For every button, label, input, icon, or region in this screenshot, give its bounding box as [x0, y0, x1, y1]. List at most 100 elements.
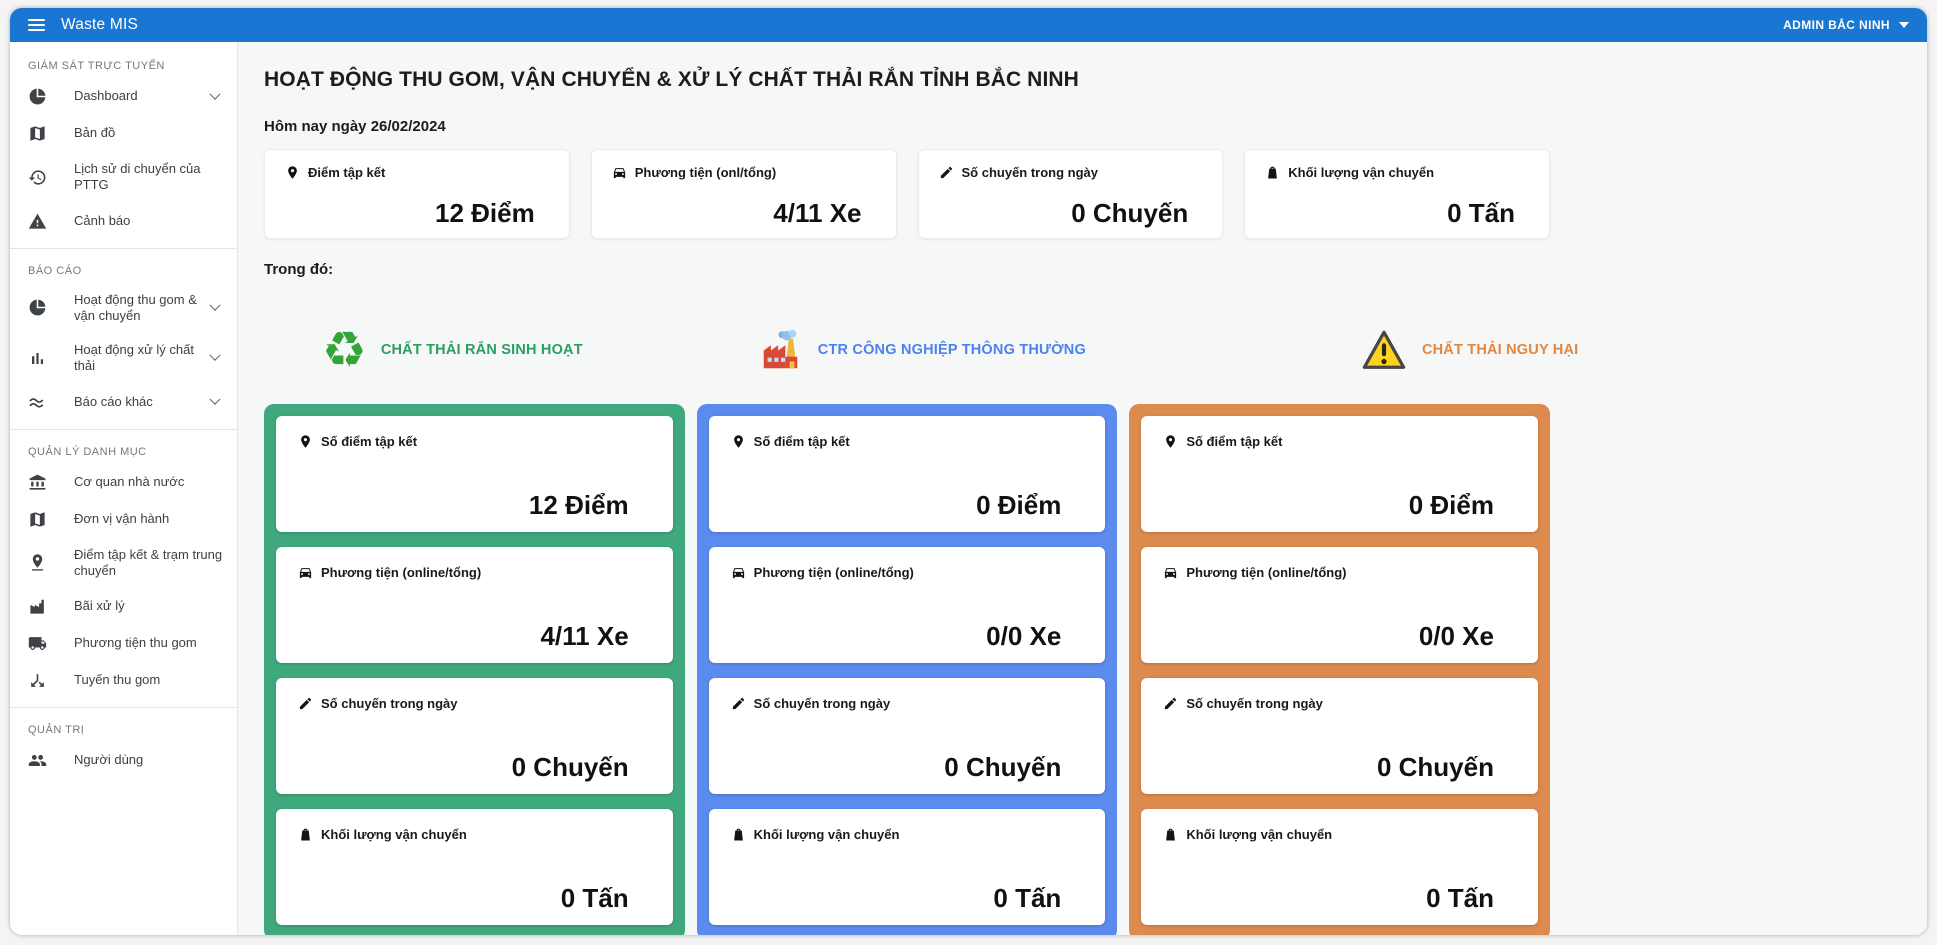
- summary-card-value: 0 Tấn: [1447, 198, 1515, 228]
- chevron-down-icon: [209, 349, 221, 362]
- sidebar-item-dashboard[interactable]: Dashboard: [10, 78, 237, 115]
- panel-card-value: 12 Điểm: [528, 490, 629, 520]
- summary-card-value: 0 Chuyến: [1071, 198, 1189, 228]
- car-icon: [298, 565, 313, 580]
- map-icon: [28, 510, 47, 529]
- page-title: HOẠT ĐỘNG THU GOM, VẬN CHUYỂN & XỬ LÝ CH…: [264, 68, 1079, 91]
- panel-card-value: 0 Tấn: [993, 883, 1062, 913]
- category-header-industrial-waste: CTR CÔNG NGHIỆP THÔNG THƯỜNG: [595, 327, 1086, 373]
- pin-icon: [731, 434, 746, 449]
- panel-card-value: 0 Điểm: [976, 490, 1062, 520]
- panel-industrial-waste: Số điểm tập kết 0 Điểm Phương tiện (onli…: [696, 404, 1118, 935]
- sidebar: GIÁM SÁT TRỰC TUYẾN Dashboard Bản đồ Lịc…: [10, 42, 238, 935]
- weight-icon: [731, 827, 746, 842]
- section-label: BÁO CÁO: [28, 264, 82, 277]
- panel-card-collection-points: Số điểm tập kết 12 Điểm: [276, 416, 673, 532]
- pencil-icon: [1163, 696, 1178, 711]
- section-label: QUẢN LÝ DANH MỤC: [28, 445, 147, 458]
- recycle-icon: ♻: [322, 321, 367, 379]
- user-name: ADMIN BẮC NINH: [1783, 18, 1890, 32]
- category-headers-row: ♻ CHẤT THẢI RẮN SINH HOẠT: [264, 321, 1578, 379]
- government-icon: [28, 473, 47, 492]
- sidebar-item-treatment-site[interactable]: Bãi xử lý: [10, 588, 237, 625]
- chevron-down-icon: [209, 299, 221, 311]
- sidebar-item-treatment-report[interactable]: Hoạt động xử lý chất thải: [10, 333, 237, 384]
- panel-card-value: 0 Chuyến: [1376, 752, 1494, 782]
- sidebar-section-reports: BÁO CÁO Hoạt động thu gom & vận chuyển H…: [10, 247, 237, 429]
- chevron-down-icon: [209, 393, 221, 405]
- top-bar: Waste MIS ADMIN BẮC NINH: [10, 8, 1927, 42]
- panel-card-weight: Khối lượng vận chuyển 0 Tấn: [1141, 809, 1538, 925]
- menu-icon[interactable]: [28, 16, 45, 34]
- user-menu[interactable]: ADMIN BẮC NINH: [1783, 18, 1909, 32]
- panel-card-collection-points: Số điểm tập kết 0 Điểm: [708, 416, 1106, 532]
- sidebar-item-map[interactable]: Bản đồ: [10, 115, 237, 152]
- category-panels-row: Số điểm tập kết 12 Điểm Phương tiện (onl…: [264, 404, 1550, 935]
- panel-card-vehicles: Phương tiện (online/tổng) 4/11 Xe: [276, 547, 673, 663]
- sidebar-item-collection-transport-report[interactable]: Hoạt động thu gom & vận chuyển: [10, 283, 237, 334]
- panel-card-value: 4/11 Xe: [540, 621, 629, 651]
- pin-icon: [298, 434, 313, 449]
- sidebar-section-monitoring: GIÁM SÁT TRỰC TUYẾN Dashboard Bản đồ Lịc…: [10, 44, 237, 248]
- breakdown-label: Trong đó:: [264, 261, 334, 278]
- panel-card-collection-points: Số điểm tập kết 0 Điểm: [1141, 416, 1538, 532]
- panel-card-vehicles: Phương tiện (online/tổng) 0/0 Xe: [1141, 547, 1538, 663]
- category-header-domestic-waste: ♻ CHẤT THẢI RẮN SINH HOẠT: [322, 321, 583, 379]
- panel-card-trips: Số chuyến trong ngày 0 Chuyến: [276, 678, 673, 794]
- weight-icon: [1163, 827, 1178, 842]
- factory-icon: [28, 597, 47, 616]
- summary-card-weight: Khối lượng vận chuyển 0 Tấn: [1244, 149, 1550, 239]
- bar-chart-icon: [28, 349, 47, 368]
- sidebar-item-collection-vehicles[interactable]: Phương tiện thu gom: [10, 625, 237, 662]
- panel-card-trips: Số chuyến trong ngày 0 Chuyến: [708, 678, 1106, 794]
- pencil-icon: [731, 696, 746, 711]
- panel-card-value: 0 Điểm: [1408, 490, 1494, 520]
- panel-card-weight: Khối lượng vận chuyển 0 Tấn: [276, 809, 673, 925]
- app-window: Waste MIS ADMIN BẮC NINH GIÁM SÁT TRỰC T…: [10, 8, 1927, 935]
- section-label: GIÁM SÁT TRỰC TUYẾN: [28, 60, 165, 72]
- car-icon: [731, 565, 746, 580]
- pin-icon: [285, 165, 300, 180]
- pin-drop-icon: [28, 553, 47, 572]
- sidebar-item-government-agency[interactable]: Cơ quan nhà nước: [10, 464, 237, 501]
- history-icon: [28, 168, 47, 187]
- pie-chart-icon: [28, 298, 47, 317]
- summary-card-vehicles: Phương tiện (onl/tổng) 4/11 Xe: [590, 149, 897, 239]
- sidebar-item-alerts[interactable]: Cảnh báo: [10, 203, 237, 240]
- chevron-down-icon: [1899, 22, 1909, 28]
- panel-card-trips: Số chuyến trong ngày 0 Chuyến: [1141, 678, 1538, 794]
- sidebar-item-operating-unit[interactable]: Đơn vị vận hành: [10, 501, 237, 538]
- panel-card-weight: Khối lượng vận chuyển 0 Tấn: [708, 809, 1106, 925]
- sidebar-item-vehicle-history[interactable]: Lịch sử di chuyển của PTTG: [10, 152, 237, 203]
- sidebar-section-admin: QUẢN TRỊ Người dùng: [10, 707, 237, 787]
- sidebar-item-collection-points[interactable]: Điểm tập kết & trạm trung chuyển: [10, 538, 237, 589]
- panel-card-value: 0 Tấn: [560, 883, 629, 913]
- weight-icon: [298, 827, 313, 842]
- panel-hazardous-waste: Số điểm tập kết 0 Điểm Phương tiện (onli…: [1129, 404, 1550, 935]
- summary-cards-row: Điểm tập kết 12 Điểm Phương tiện (onl/tổ…: [264, 149, 1550, 239]
- pin-icon: [1163, 434, 1178, 449]
- panel-domestic-waste: Số điểm tập kết 12 Điểm Phương tiện (onl…: [264, 404, 685, 935]
- pie-chart-icon: [28, 87, 47, 106]
- sidebar-section-catalog: QUẢN LÝ DANH MỤC Cơ quan nhà nước Đơn vị…: [10, 428, 237, 708]
- date-label: Hôm nay ngày 26/02/2024: [264, 118, 446, 135]
- weight-icon: [1265, 165, 1280, 180]
- summary-card-value: 12 Điểm: [435, 198, 535, 228]
- main-content: HOẠT ĐỘNG THU GOM, VẬN CHUYỂN & XỬ LÝ CH…: [238, 42, 1927, 935]
- users-icon: [28, 751, 47, 770]
- car-icon: [1163, 565, 1178, 580]
- sidebar-item-collection-routes[interactable]: Tuyến thu gom: [10, 662, 237, 699]
- summary-card-value: 4/11 Xe: [773, 198, 862, 228]
- map-icon: [28, 124, 47, 143]
- pencil-icon: [298, 696, 313, 711]
- chevron-down-icon: [209, 88, 221, 100]
- panel-card-value: 0/0 Xe: [986, 621, 1062, 651]
- app-title: Waste MIS: [61, 16, 139, 33]
- summary-card-trips: Số chuyến trong ngày 0 Chuyến: [917, 149, 1224, 239]
- route-icon: [28, 671, 47, 690]
- panel-card-value: 0/0 Xe: [1418, 621, 1494, 651]
- panel-card-value: 0 Chuyến: [944, 752, 1062, 782]
- sidebar-item-other-reports[interactable]: Báo cáo khác: [10, 384, 237, 421]
- panel-card-value: 0 Chuyến: [511, 752, 629, 782]
- sidebar-item-users[interactable]: Người dùng: [10, 742, 237, 779]
